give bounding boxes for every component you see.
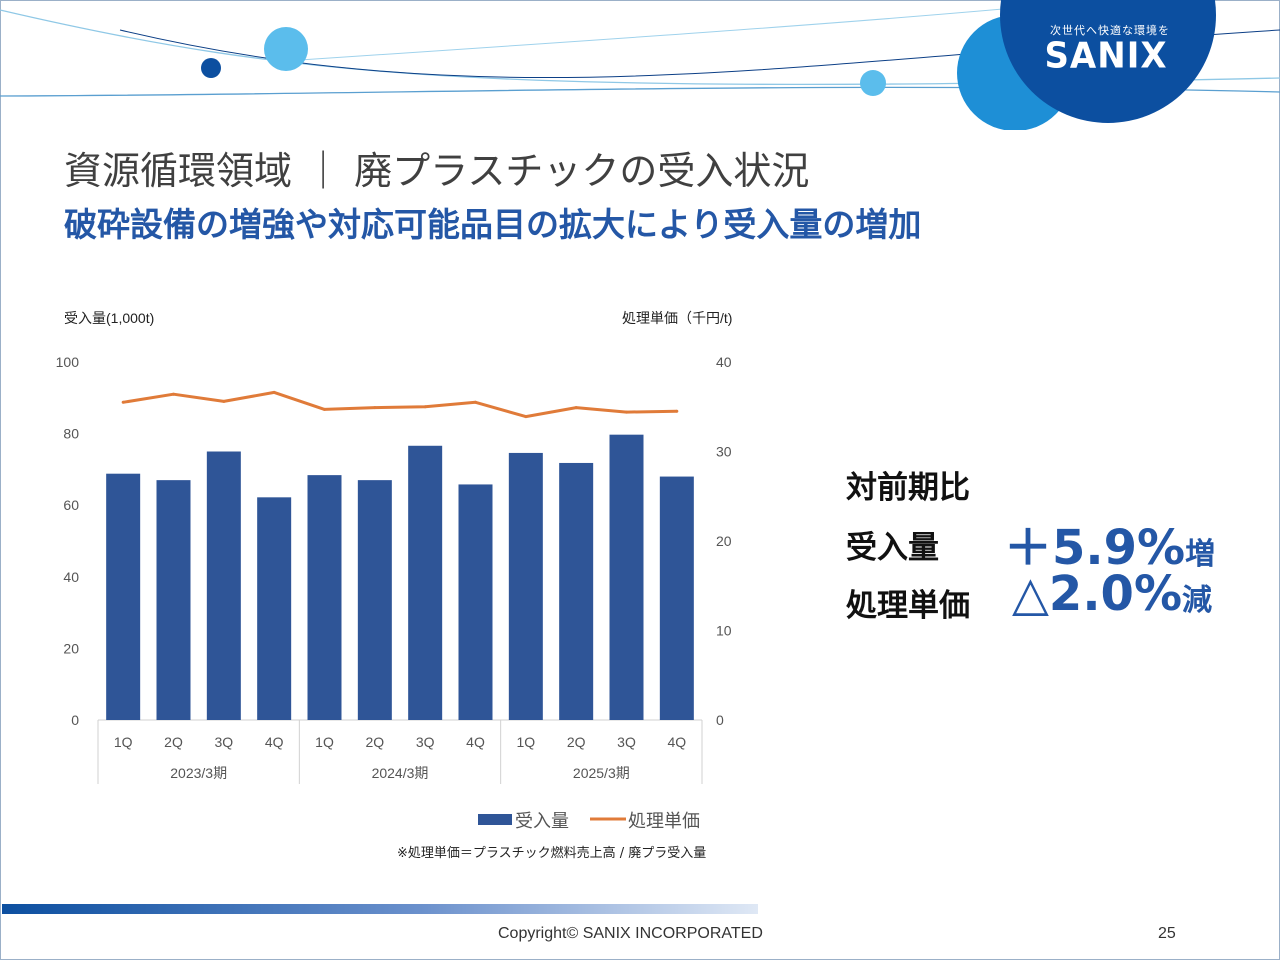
kpi-value-intake-suffix: 増 — [1185, 537, 1216, 572]
logo-circle — [1000, 0, 1216, 123]
bar-intake-5 — [307, 475, 342, 720]
y-axis-left-label: 受入量(1,000t) — [64, 310, 154, 326]
intake-chart: 受入量(1,000t) 処理単価（千円/t) 0 20 40 60 80 100 0 10 20 30… — [56, 310, 733, 831]
x-tick-label: 1Q — [516, 734, 535, 750]
point-unit-price-7 — [423, 405, 427, 409]
point-unit-price-8 — [474, 400, 477, 404]
x-tick-label: 4Q — [667, 734, 686, 750]
page-number: 25 — [1158, 925, 1176, 942]
legend-bar-label: 受入量 — [515, 811, 569, 831]
x-tick-label: 3Q — [617, 734, 636, 750]
point-unit-price-9 — [524, 415, 528, 419]
bar-intake-11 — [609, 434, 644, 720]
bar-intake-10 — [559, 462, 594, 720]
bubble-small-light — [860, 70, 886, 96]
kpi-label-intake: 受入量 — [846, 530, 939, 566]
point-unit-price-6 — [373, 406, 377, 410]
x-tick-label: 2Q — [164, 734, 183, 750]
point-unit-price-4 — [272, 390, 276, 394]
point-unit-price-5 — [323, 407, 326, 411]
y-tick-right: 0 — [716, 712, 724, 728]
point-unit-price-10 — [574, 406, 578, 410]
legend-line-label: 処理単価 — [628, 811, 700, 831]
kpi-value-price: △2.0%減 — [1012, 566, 1212, 622]
bar-intake-1 — [106, 473, 141, 720]
x-tick-label: 2Q — [567, 734, 586, 750]
legend-bar-swatch — [478, 814, 512, 825]
y-tick-left: 80 — [63, 426, 79, 442]
x-tick-label: 4Q — [466, 734, 485, 750]
header-decoration — [0, 0, 1280, 130]
bar-intake-7 — [408, 445, 443, 720]
copyright: Copyright© SANIX INCORPORATED — [498, 925, 763, 942]
y-tick-right: 20 — [716, 533, 732, 549]
bar-intake-2 — [156, 480, 191, 720]
y-tick-left: 60 — [63, 497, 79, 513]
y-tick-left: 20 — [63, 640, 79, 656]
kpi-value-price-suffix: 減 — [1182, 583, 1213, 618]
line-unit-price — [122, 390, 677, 419]
y-tick-left: 100 — [56, 354, 80, 370]
bar-intake-4 — [257, 497, 292, 720]
bar-intake-8 — [458, 484, 493, 720]
logo-tagline: 次世代へ快適な環境を — [1050, 24, 1170, 37]
kpi-value-price-number: △2.0% — [1012, 566, 1183, 622]
sanix-logo: SANIX — [1044, 35, 1168, 77]
y-tick-right: 10 — [716, 623, 732, 639]
x-group-label: 2025/3期 — [573, 765, 630, 781]
x-group-label: 2024/3期 — [372, 765, 429, 781]
bar-intake-3 — [206, 451, 241, 720]
kpi-value-intake: ＋5.9%増 — [1004, 508, 1215, 578]
point-unit-price-2 — [172, 392, 175, 396]
bubble-small-dark — [201, 58, 221, 78]
x-tick-label: 3Q — [214, 734, 233, 750]
y-tick-left: 0 — [71, 712, 79, 728]
point-unit-price-11 — [625, 410, 628, 414]
kpi-value-intake-number: ＋5.9% — [1004, 520, 1186, 576]
y-axis-right-label: 処理単価（千円/t) — [622, 310, 732, 326]
point-unit-price-12 — [675, 409, 679, 413]
bubble-large-light — [264, 27, 308, 71]
point-unit-price-1 — [121, 400, 125, 404]
bar-intake-12 — [659, 476, 694, 720]
x-tick-label: 4Q — [265, 734, 284, 750]
x-group-label: 2023/3期 — [170, 765, 227, 781]
page-subtitle: 破砕設備の増強や対応可能品目の拡大により受入量の増加 — [64, 205, 922, 244]
kpi-heading: 対前期比 — [846, 470, 970, 506]
x-tick-label: 2Q — [365, 734, 384, 750]
bar-intake-9 — [508, 452, 543, 720]
chart-footnote: ※処理単価＝プラスチック燃料売上高 / 廃プラ受入量 — [397, 846, 707, 861]
x-tick-label: 1Q — [315, 734, 334, 750]
x-tick-label: 3Q — [416, 734, 435, 750]
y-tick-left: 40 — [63, 569, 79, 585]
y-tick-right: 40 — [716, 354, 732, 370]
point-unit-price-3 — [222, 399, 226, 403]
kpi-label-price: 処理単価 — [846, 588, 970, 624]
x-tick-label: 1Q — [114, 734, 133, 750]
page-title: 資源循環領域 ｜ 廃プラスチックの受入状況 — [64, 149, 810, 193]
y-tick-right: 30 — [716, 444, 732, 460]
bar-intake-6 — [357, 480, 392, 720]
footer-gradient-bar — [2, 904, 758, 914]
